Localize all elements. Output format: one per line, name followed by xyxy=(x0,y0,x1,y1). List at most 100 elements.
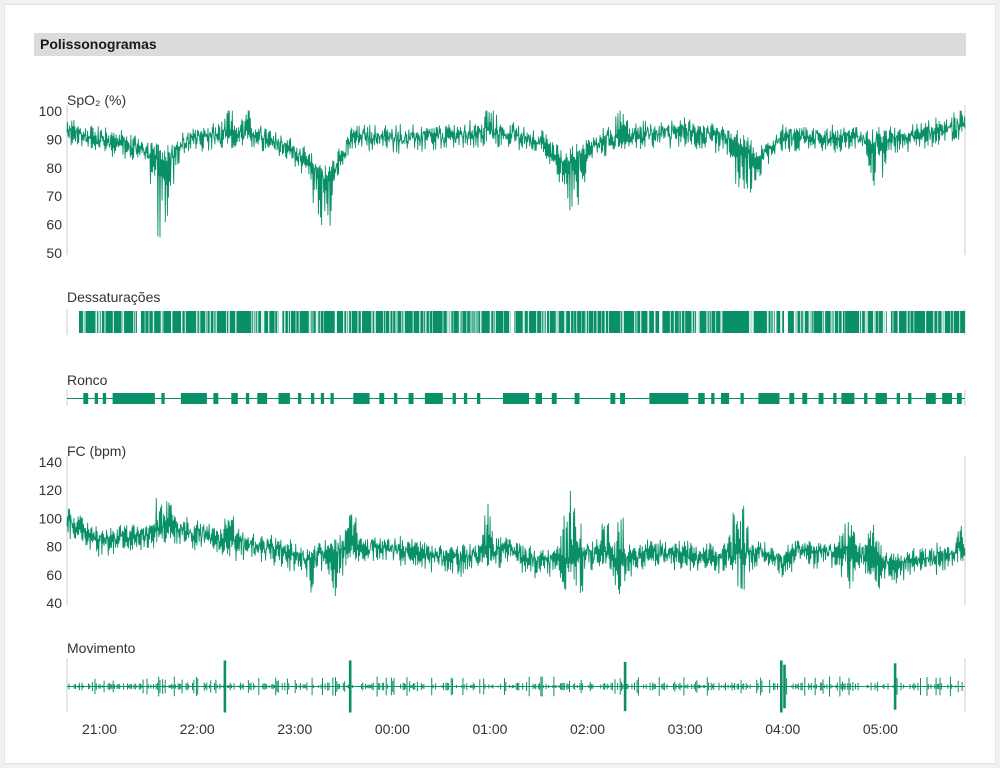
desaturation-gap-tick xyxy=(466,311,468,333)
desaturation-gap-tick xyxy=(830,311,832,333)
desaturation-gap-tick xyxy=(775,311,777,333)
desaturation-gap-tick xyxy=(385,311,386,333)
desaturation-gap-tick xyxy=(334,311,337,333)
desaturation-gap-tick xyxy=(162,311,164,333)
desaturation-gap-tick xyxy=(184,311,186,333)
desaturation-gap-tick xyxy=(425,311,427,333)
snore-block-37 xyxy=(818,393,824,404)
desaturation-gap-tick xyxy=(323,311,325,333)
desaturation-gap-tick xyxy=(800,311,802,333)
desaturation-gap-tick xyxy=(95,311,98,333)
time-tick-8: 05:00 xyxy=(863,721,898,737)
desaturation-gap-tick xyxy=(423,311,425,333)
desaturation-gap-tick xyxy=(475,311,477,333)
spo2-ytick-3: 70 xyxy=(46,188,62,204)
desaturation-gap-tick xyxy=(596,311,598,333)
snore-block-1 xyxy=(94,393,98,404)
fc-ytick-3: 80 xyxy=(46,539,62,555)
snore-block-7 xyxy=(231,393,238,404)
desaturation-gap-tick xyxy=(570,311,572,333)
snore-block-2 xyxy=(102,393,107,404)
desaturation-gap-tick xyxy=(357,311,359,333)
desaturation-gap-tick xyxy=(822,311,824,333)
desaturation-gap-tick xyxy=(796,311,798,333)
desaturation-gap-tick xyxy=(556,311,558,333)
desaturation-gap-tick xyxy=(950,311,952,333)
desaturation-gap-tick xyxy=(412,311,414,333)
desaturation-gap-tick xyxy=(448,311,450,333)
desaturation-gap-tick xyxy=(696,311,698,333)
desaturation-gap-tick xyxy=(82,311,84,333)
movement-activity xyxy=(68,676,963,697)
desaturation-events xyxy=(79,311,965,333)
snore-block-0 xyxy=(83,393,89,404)
desaturation-gap-tick xyxy=(471,311,473,333)
desaturation-gap-tick xyxy=(277,311,279,333)
desaturation-gap-tick xyxy=(621,311,623,333)
snore-block-3 xyxy=(112,393,155,404)
desaturation-gap-tick xyxy=(255,311,257,333)
desaturation-gap-tick xyxy=(543,311,545,333)
desaturation-gap-tick xyxy=(780,311,781,333)
desaturation-gap-tick xyxy=(522,311,524,333)
time-tick-7: 04:00 xyxy=(765,721,800,737)
desaturation-gap-tick xyxy=(874,311,876,333)
spo2-ytick-5: 50 xyxy=(46,245,62,261)
desaturation-gap-tick xyxy=(495,311,496,333)
desaturation-gap-tick xyxy=(584,311,586,333)
desaturation-gap-tick xyxy=(346,311,348,333)
snore-block-18 xyxy=(408,393,414,404)
desaturation-gap-tick xyxy=(684,311,686,333)
snore-block-25 xyxy=(551,393,557,404)
desaturation-gap-tick xyxy=(648,311,650,333)
desaturation-gap-tick xyxy=(751,311,753,333)
desaturation-gap-tick xyxy=(133,311,135,333)
snore-block-5 xyxy=(180,393,207,404)
desaturation-gap-tick xyxy=(396,311,398,333)
desaturation-gap-tick xyxy=(206,311,208,333)
desaturation-gap-tick xyxy=(251,311,253,333)
snore-block-23 xyxy=(503,393,529,404)
desaturation-gap-tick xyxy=(493,311,495,333)
desaturation-gap-tick xyxy=(860,311,863,333)
snore-block-40 xyxy=(864,393,868,404)
desaturation-gap-tick xyxy=(866,311,868,333)
time-axis: 21:00 22:00 23:00 00:00 01:00 02:00 03:00 04:00… xyxy=(82,721,898,737)
desaturation-gap-tick xyxy=(257,311,259,333)
desaturation-gap-tick xyxy=(181,311,183,333)
desaturation-gap-tick xyxy=(810,311,812,333)
desaturation-gap-tick xyxy=(389,311,391,333)
desaturation-gap-tick xyxy=(784,311,785,333)
desaturation-gap-tick xyxy=(844,311,846,333)
snore-title: Ronco xyxy=(67,372,108,388)
fc-ytick-4: 60 xyxy=(46,567,62,583)
time-tick-1: 22:00 xyxy=(180,721,215,737)
desaturation-gap-tick xyxy=(171,311,172,333)
desaturation-gap-tick xyxy=(160,311,162,333)
snore-block-28 xyxy=(620,393,625,404)
desaturation-gap-tick xyxy=(317,311,319,333)
desaturation-gap-tick xyxy=(647,311,648,333)
desaturation-gap-tick xyxy=(808,311,810,333)
desaturation-gap-tick xyxy=(98,311,99,333)
snore-block-31 xyxy=(711,393,715,404)
desaturation-gap-tick xyxy=(209,311,211,333)
desaturation-gap-tick xyxy=(295,311,297,333)
desaturation-gap-tick xyxy=(933,311,934,333)
snore-block-19 xyxy=(424,393,443,404)
desaturation-gap-tick xyxy=(941,311,943,333)
desaturation-gap-tick xyxy=(274,311,276,333)
desaturation-gap-1 xyxy=(278,311,282,333)
snore-block-8 xyxy=(245,393,250,404)
desaturation-gap-tick xyxy=(680,311,682,333)
time-tick-6: 03:00 xyxy=(668,721,703,737)
desaturation-gap-tick xyxy=(660,311,662,333)
desaturation-gap-tick xyxy=(721,311,723,333)
desaturation-gap-tick xyxy=(653,311,656,333)
desaturation-gap-tick xyxy=(573,311,575,333)
desaturation-gap-tick xyxy=(695,311,698,333)
desaturation-gap-tick xyxy=(749,311,751,333)
snore-block-41 xyxy=(875,393,887,404)
desaturation-gap-tick xyxy=(942,311,944,333)
desaturation-gap-tick xyxy=(95,311,96,333)
